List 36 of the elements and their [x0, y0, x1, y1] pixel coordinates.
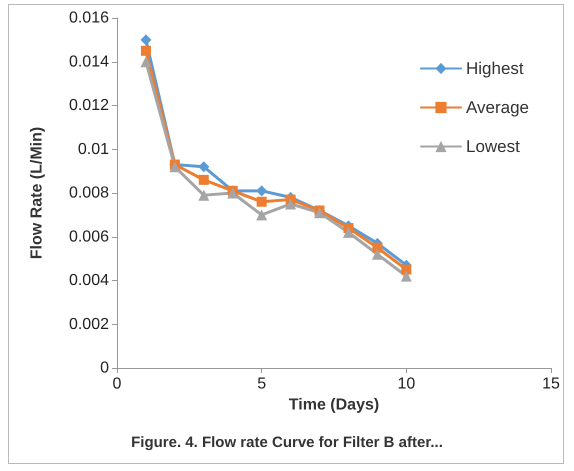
legend-label: Average [466, 98, 530, 117]
point [227, 188, 238, 198]
y-tick-label: 0.008 [68, 184, 110, 202]
y-tick-label: 0.006 [68, 228, 110, 246]
point [140, 56, 152, 68]
legend-label: Lowest [466, 137, 520, 156]
point [285, 198, 296, 210]
point [256, 185, 268, 196]
point [401, 264, 412, 275]
x-tick-label: 15 [542, 376, 560, 392]
point [372, 248, 383, 260]
y-tick-label: 0.016 [68, 10, 110, 26]
point [256, 209, 268, 220]
x-axis-title: Time (Days) [288, 396, 380, 414]
point [198, 161, 210, 172]
x-tick-label: 10 [397, 376, 416, 392]
x-tick-label: 5 [257, 376, 266, 392]
y-tick-label: 0.014 [68, 53, 110, 70]
y-tick-label: 0.01 [78, 140, 110, 158]
point [314, 207, 326, 218]
text: Figure. 4. Flow rate Curve for Filter B after... [130, 434, 444, 451]
y-tick-label: 0.004 [68, 272, 110, 289]
point [198, 190, 210, 201]
point [400, 270, 412, 282]
y-tick-label: 0.002 [68, 316, 110, 333]
point [372, 242, 382, 253]
point [140, 34, 152, 46]
point [198, 174, 209, 185]
y-tick-label: 0 [100, 360, 110, 376]
point [140, 46, 151, 56]
point [342, 226, 354, 238]
y-tick-label: 0.012 [68, 97, 110, 114]
x-tick-label: 0 [112, 376, 122, 392]
legend-label: Highest [466, 59, 524, 78]
y-axis-title: Flow Rate (L/Min) [28, 126, 46, 260]
point [256, 196, 267, 207]
